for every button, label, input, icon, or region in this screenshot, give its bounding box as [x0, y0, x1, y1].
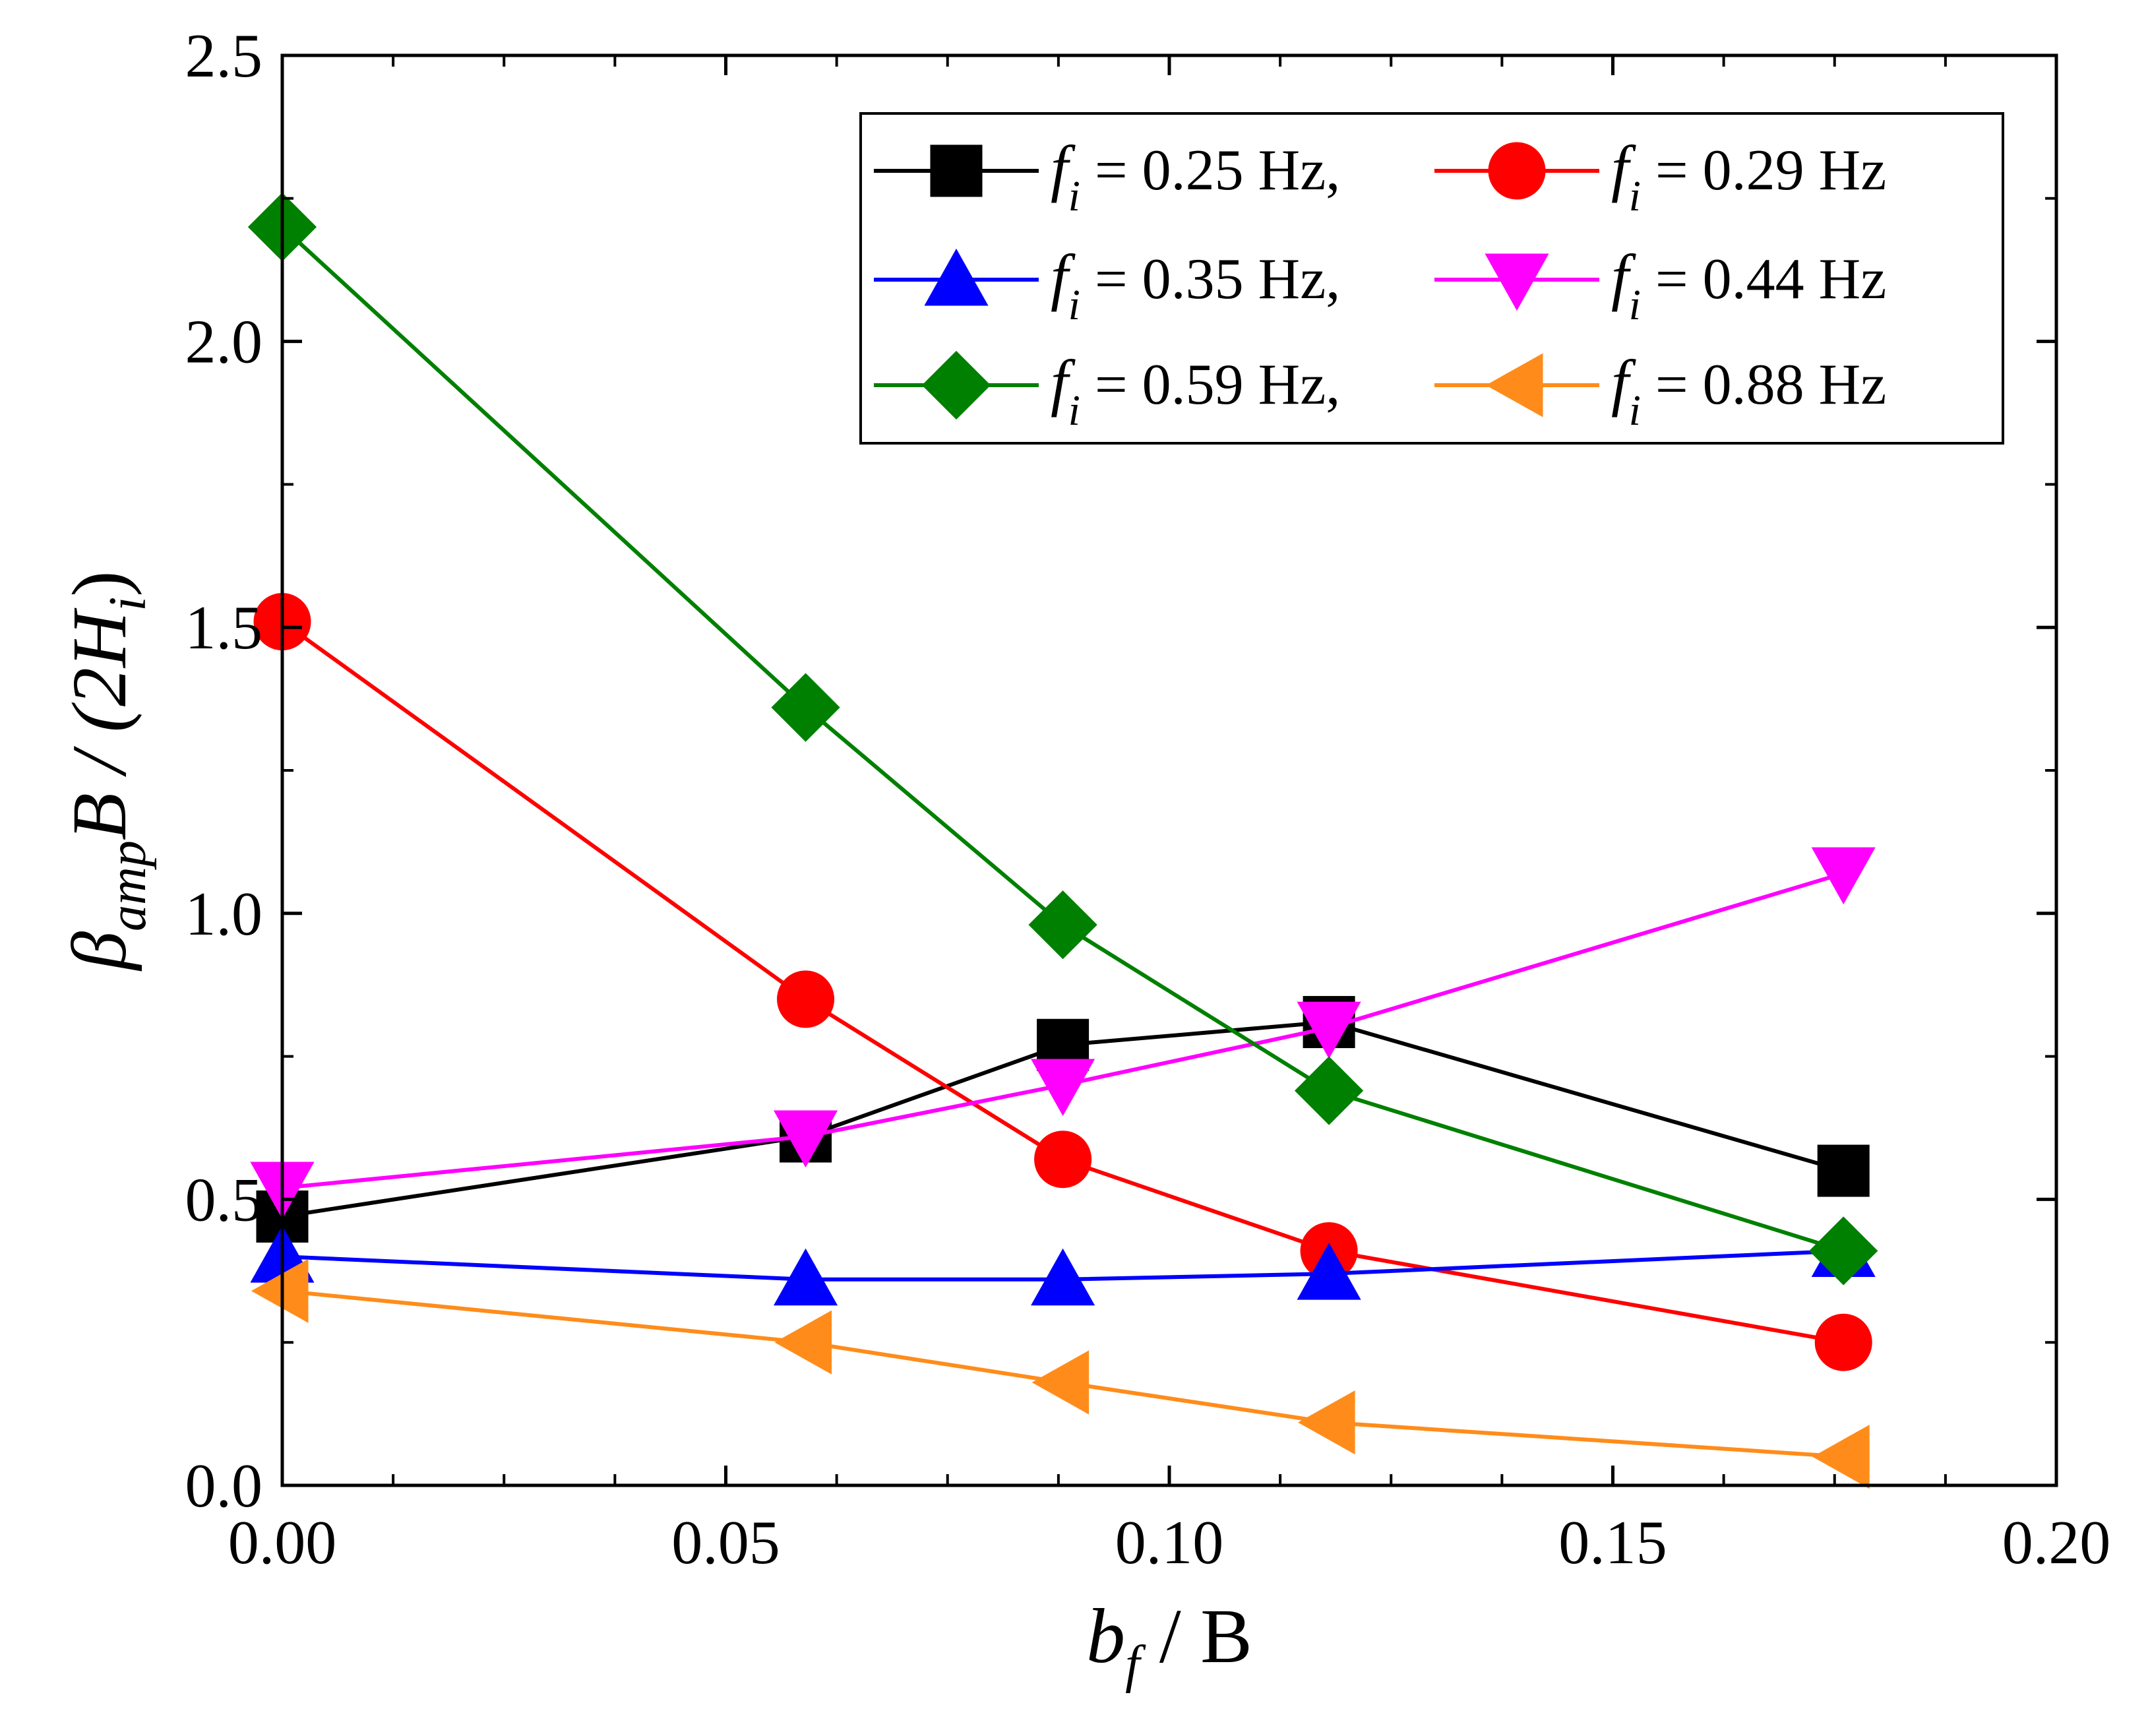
data-point [1297, 1001, 1361, 1059]
x-tick-label: 0.00 [228, 1508, 337, 1577]
data-point [1031, 1248, 1095, 1306]
x-axis-title-main: b [1086, 1593, 1125, 1679]
series-line [281, 620, 1844, 1345]
legend-entry-1: fi = 0.29 Hz [1434, 133, 1886, 220]
legend-marker [1485, 253, 1549, 311]
legend-marker [930, 144, 983, 197]
data-point [1809, 1216, 1878, 1286]
x-tick-label: 0.05 [671, 1508, 780, 1577]
y-tick-label: 1.0 [185, 880, 263, 948]
series-0 [256, 996, 1870, 1243]
data-point [1031, 1350, 1090, 1415]
y-tick-label: 2.5 [185, 22, 263, 90]
legend-marker [924, 248, 989, 306]
y-axis-title-beta-sub: amp [99, 840, 157, 931]
legend-marker [1485, 353, 1543, 418]
y-axis-title-mid: B / (2H [56, 607, 142, 840]
y-axis-title-h-sub: i [99, 597, 157, 611]
series-3 [250, 847, 1876, 1220]
data-point [1812, 1425, 1870, 1489]
series-1 [253, 593, 1872, 1371]
data-point [773, 1248, 838, 1306]
y-axis-title-beta: β [56, 931, 142, 972]
y-axis-title-end: ) [56, 571, 142, 596]
data-point [1028, 890, 1097, 960]
data-point [1031, 1059, 1095, 1117]
series-5 [251, 1258, 1870, 1489]
data-point [774, 1310, 832, 1375]
series-4 [247, 193, 1878, 1286]
y-tick-label: 1.5 [185, 594, 263, 662]
data-point [773, 1110, 838, 1168]
legend-label: fi = 0.59 Hz, [1051, 347, 1340, 435]
legend-entry-4: fi = 0.59 Hz, [874, 347, 1340, 435]
legend-label: fi = 0.88 Hz [1611, 347, 1886, 435]
y-tick-label: 0.0 [185, 1452, 263, 1520]
legend-box [859, 112, 2004, 445]
legend-marker [1488, 142, 1546, 200]
x-tick-label: 0.15 [1558, 1508, 1667, 1577]
data-point [1297, 1243, 1361, 1300]
data-point [771, 673, 840, 742]
y-axis-title: βampB / (2Hi) [56, 571, 157, 971]
x-tick-label: 0.20 [2002, 1508, 2111, 1577]
data-point [1811, 847, 1876, 905]
ticks-layer: 0.00 0.05 0.10 0.15 0.20 0.0 0.5 1.0 1.5 2.0 2.5 [185, 22, 2111, 1577]
legend-marker [921, 350, 991, 420]
data-point [1034, 1131, 1092, 1189]
data-point [1814, 1313, 1872, 1371]
x-axis-title: bf / B [1086, 1593, 1252, 1694]
series-2 [250, 1220, 1876, 1306]
legend-label: fi = 0.35 Hz, [1051, 241, 1340, 329]
y-tick-label: 0.5 [185, 1165, 263, 1234]
data-point [777, 970, 835, 1028]
legend-entry-2: fi = 0.35 Hz, [874, 241, 1340, 329]
data-point [1298, 1390, 1355, 1455]
y-tick-label: 2.0 [185, 308, 263, 377]
legend-entry-5: fi = 0.88 Hz [1434, 347, 1886, 435]
data-point [251, 1258, 309, 1323]
data-point [1817, 1144, 1870, 1197]
data-point [1294, 1056, 1364, 1125]
x-tick-label: 0.10 [1115, 1508, 1224, 1577]
series-layer [247, 193, 1878, 1489]
x-axis-title-rest: / B [1140, 1593, 1252, 1679]
